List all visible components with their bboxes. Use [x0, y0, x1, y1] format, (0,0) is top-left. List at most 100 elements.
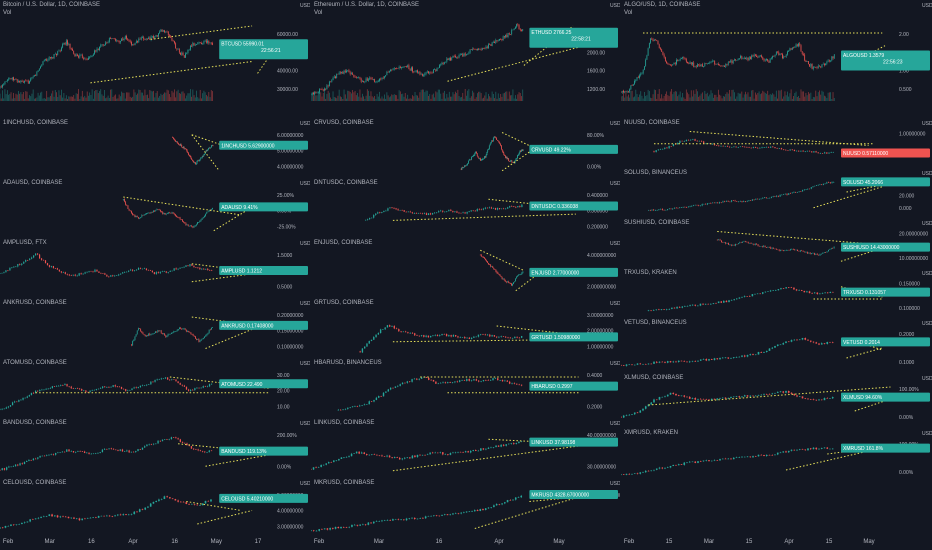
volume-bar: [661, 94, 663, 101]
volume-bar: [775, 90, 777, 101]
candle-body: [475, 49, 477, 51]
candle-body: [42, 259, 45, 261]
trendline[interactable]: [846, 347, 883, 359]
candle-body: [755, 198, 757, 200]
trendline[interactable]: [123, 196, 242, 216]
candle-body: [202, 386, 204, 388]
chart-panel[interactable]: XLMUSD, COINBASE USD 100.00% 0.00% XLMUSD 94…: [621, 373, 932, 427]
candle-body: [516, 158, 518, 160]
chart-panel[interactable]: CELOUSD, COINBASEUSD5.000000004.00000000…: [0, 478, 310, 537]
candle-body: [723, 242, 725, 243]
currency-label: USD: [300, 3, 310, 9]
volume-bar: [52, 90, 54, 101]
trendline[interactable]: [191, 316, 261, 327]
candle-body: [737, 243, 739, 245]
candle-body: [725, 300, 728, 303]
candle-body: [153, 36, 154, 39]
volume-bar: [467, 90, 469, 101]
trendline[interactable]: [488, 198, 576, 209]
trendline[interactable]: [480, 249, 525, 271]
chart-panel[interactable]: VETUSD, BINANCEUS USD 0.2000 0.1000 VETUSD 0…: [621, 318, 932, 372]
chart-panel[interactable]: ANKRUSD, COINBASE USD 0.20000000 0.15000000…: [0, 298, 310, 357]
chart-panel[interactable]: AMPLUSD, FTXUSD1.50001.00000.5000AMPLUSD…: [0, 238, 310, 297]
chart-panel[interactable]: ALGO/USD, 1D, COINBASEVolUSD2.001.501.00…: [621, 0, 932, 117]
chart-panel[interactable]: CRVUSD, COINBASEUSD80.00%40.00%0.00%CRVU…: [311, 118, 620, 177]
candle-body: [28, 459, 30, 461]
chart-panel[interactable]: DNTUSDC, COINBASEUSDC0.4000000.3000000.2…: [311, 178, 620, 237]
candle-body: [689, 305, 691, 307]
trendline[interactable]: [501, 132, 536, 149]
chart-panel[interactable]: ATOMUSD, COINBASE USD 30.00 20.00 10.00 ATOMU…: [0, 358, 310, 417]
trendline[interactable]: [205, 454, 269, 467]
chart-panel[interactable]: LINKUSD, COINBASE USD 40.00000000 30.000000…: [311, 418, 620, 477]
trendline[interactable]: [447, 46, 579, 82]
chart-panel[interactable]: Ethereum / U.S. Dollar, 1D, COINBASE Vol U…: [311, 0, 620, 117]
candle-body: [744, 241, 746, 242]
candle-body: [354, 76, 356, 78]
trendline[interactable]: [197, 510, 253, 525]
candle-body: [437, 383, 439, 385]
candle-body: [663, 54, 665, 58]
candle-body: [96, 48, 98, 52]
candle-body: [636, 77, 638, 80]
candle-body: [754, 354, 757, 356]
trendline[interactable]: [846, 184, 883, 193]
chart-panel[interactable]: NUUSD, COINBASE USD 1.00000000 NUUSD 0.5711…: [621, 118, 932, 167]
candle-body: [658, 397, 661, 400]
price-badge-text: CELOUSD 5.40210000: [221, 496, 273, 502]
chart-panel[interactable]: SUSHIUSD, COINBASE USD 20.00000000 10.00000…: [621, 218, 932, 267]
candle-body: [664, 362, 666, 363]
trendline[interactable]: [213, 210, 247, 232]
candle-body: [639, 410, 642, 413]
candle-body: [489, 44, 491, 45]
trendline[interactable]: [191, 263, 261, 274]
candle-body: [484, 207, 486, 209]
candle-body: [136, 215, 138, 218]
candle-body: [464, 165, 466, 167]
candle-body: [725, 242, 727, 244]
trendline[interactable]: [515, 267, 547, 292]
trendline[interactable]: [186, 501, 242, 511]
candle-body: [806, 291, 808, 293]
trendline[interactable]: [90, 61, 253, 84]
volume-bar: [361, 93, 363, 101]
chart-panel[interactable]: TRXUSD, KRAKEN USD 0.150000 0.100000 TRXUSD …: [621, 268, 932, 317]
chart-panel[interactable]: ADAUSD, COINBASE USD 25.00% 0.00% -25.00% ADA…: [0, 178, 310, 237]
candle-body: [482, 208, 484, 210]
trendline[interactable]: [854, 398, 891, 412]
candle-body: [133, 270, 136, 271]
candle-body: [393, 457, 396, 459]
trendline[interactable]: [257, 49, 275, 74]
volume-bar: [510, 95, 511, 101]
candle-body: [188, 331, 190, 332]
volume-bar: [51, 93, 52, 101]
candle-body: [724, 201, 726, 202]
candle-body: [212, 43, 213, 45]
candle-body: [189, 155, 191, 157]
candle-body: [823, 398, 826, 401]
trendline[interactable]: [191, 134, 220, 172]
volume-bar: [513, 98, 515, 101]
trendline[interactable]: [178, 443, 269, 454]
chart-panel[interactable]: SOLUSD, BINANCEUSUSD40.00020.0000.000SOL…: [621, 168, 932, 217]
chart-panel[interactable]: GRTUSD, COINBASE USD 3.00000000 2.00000000 1…: [311, 298, 620, 357]
trendline[interactable]: [813, 186, 883, 209]
trendline[interactable]: [392, 213, 576, 221]
chart-panel[interactable]: Bitcoin / U.S. Dollar, 1D, COINBASE Vol US…: [0, 0, 310, 117]
price-badge-time: 22:58:21: [571, 37, 591, 43]
volume-bar: [632, 97, 634, 101]
candle-body: [831, 342, 834, 344]
currency-label: USD: [922, 171, 932, 177]
volume-bar: [794, 93, 796, 101]
trendline[interactable]: [689, 131, 869, 146]
candle-body: [725, 200, 727, 202]
candle-body: [683, 141, 685, 142]
chart-panel[interactable]: ENJUSD, COINBASEUSD4.0000000003.00000000…: [311, 238, 620, 297]
trendline[interactable]: [191, 272, 261, 283]
chart-panel[interactable]: 1INCHUSD, COINBASE USD 6.00000000 5.0000000…: [0, 118, 310, 177]
trendline[interactable]: [488, 438, 579, 445]
chart-panel[interactable]: HBARUSD, BINANCEUS USD 0.4000 0.2000 HBARUSD…: [311, 358, 620, 417]
chart-panel[interactable]: MKRUSD, COINBASEUSD2000.00000000MKRUSD 4…: [311, 478, 620, 537]
trendline[interactable]: [150, 25, 253, 40]
chart-panel[interactable]: BANDUSD, COINBASEUSD200.00%100.00%0.00%B…: [0, 418, 310, 477]
